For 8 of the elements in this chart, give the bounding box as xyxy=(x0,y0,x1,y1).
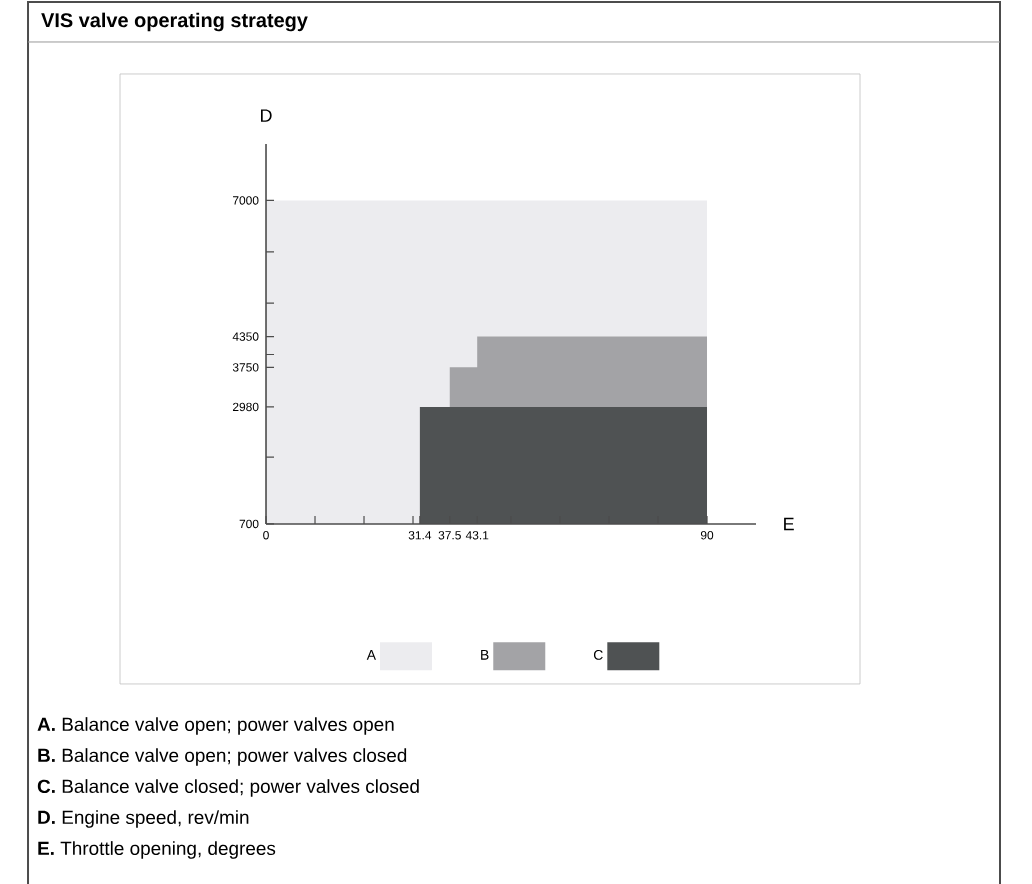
text: B. Balance valve open; power valves closed xyxy=(38,748,407,766)
text: E. Throttle opening, degrees xyxy=(38,841,276,859)
text: C. Balance valve closed; power valves closed xyxy=(37,779,419,797)
chart-title: VIS valve operating strategy xyxy=(41,12,308,32)
x-axis-title: E xyxy=(784,517,794,531)
text: A. Balance valve open; power valves open xyxy=(37,717,394,735)
y-axis-title: D xyxy=(261,109,272,122)
text: D. Engine speed, rev/min xyxy=(38,810,249,828)
